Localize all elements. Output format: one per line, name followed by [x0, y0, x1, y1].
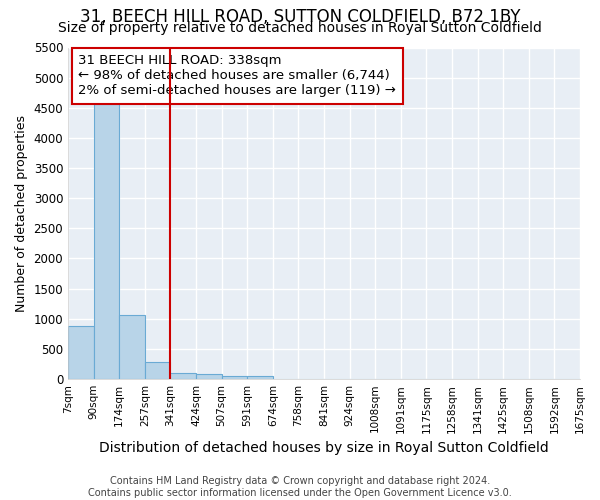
Bar — [94, 104, 119, 379]
Bar — [145, 362, 170, 379]
Text: 31, BEECH HILL ROAD, SUTTON COLDFIELD, B72 1BY: 31, BEECH HILL ROAD, SUTTON COLDFIELD, B… — [80, 8, 520, 26]
Bar — [247, 376, 273, 379]
Text: 31 BEECH HILL ROAD: 338sqm
← 98% of detached houses are smaller (6,744)
2% of se: 31 BEECH HILL ROAD: 338sqm ← 98% of deta… — [78, 54, 396, 97]
Text: Size of property relative to detached houses in Royal Sutton Coldfield: Size of property relative to detached ho… — [58, 21, 542, 35]
Text: Contains HM Land Registry data © Crown copyright and database right 2024.
Contai: Contains HM Land Registry data © Crown c… — [88, 476, 512, 498]
Bar — [119, 315, 145, 379]
Bar — [170, 374, 196, 379]
Bar — [221, 376, 247, 379]
Y-axis label: Number of detached properties: Number of detached properties — [15, 115, 28, 312]
Bar — [68, 326, 94, 379]
Bar — [196, 374, 221, 379]
X-axis label: Distribution of detached houses by size in Royal Sutton Coldfield: Distribution of detached houses by size … — [99, 441, 549, 455]
